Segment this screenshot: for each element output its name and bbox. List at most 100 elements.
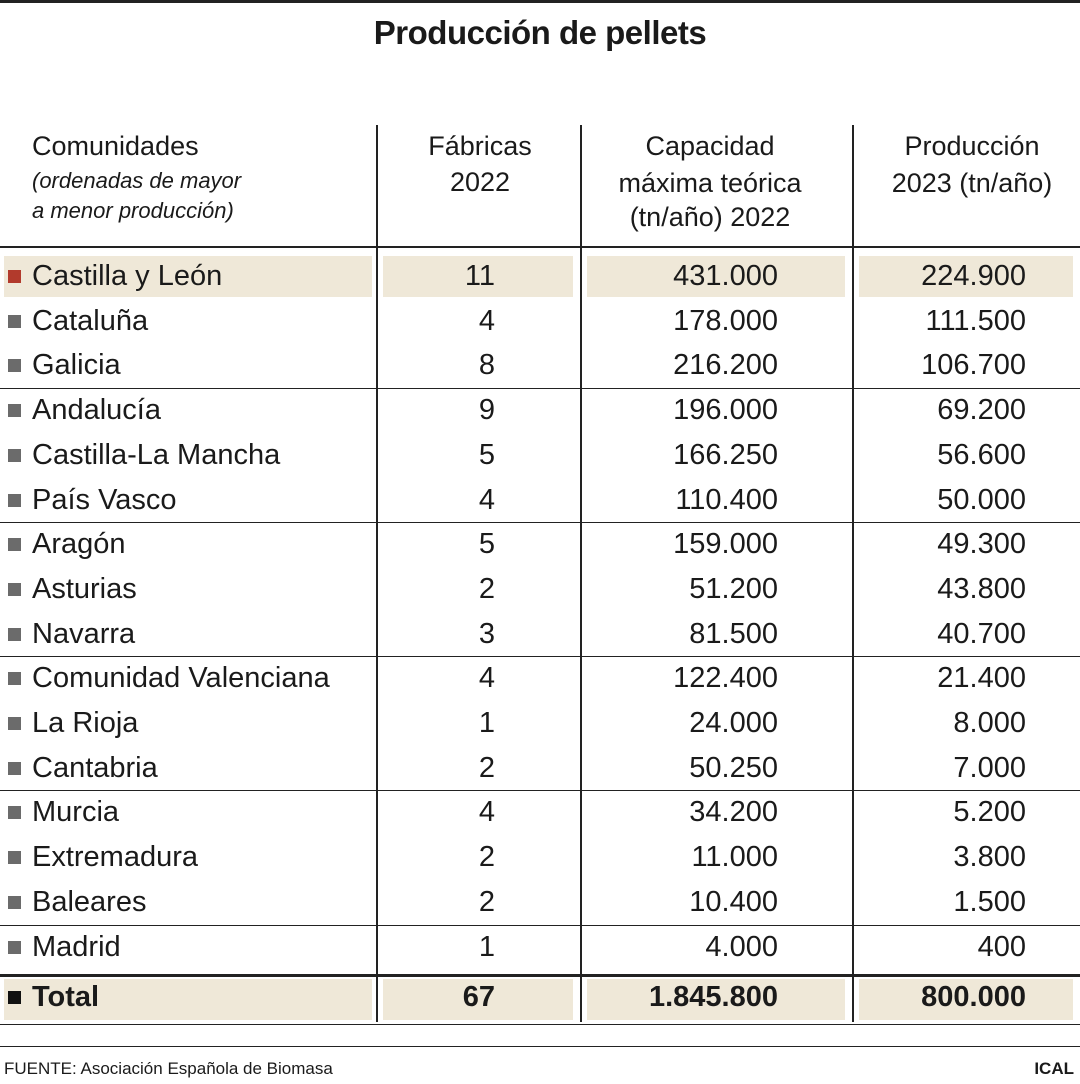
row-label: Total: [32, 981, 100, 1014]
cell-value: 67: [462, 981, 495, 1014]
cell-value: 106.700: [921, 349, 1026, 382]
cell-value: 2: [478, 841, 495, 874]
cell-value: 1.845.800: [648, 981, 778, 1014]
title: Producción de pellets: [373, 14, 707, 51]
column-rule: [376, 125, 378, 1022]
row-label: La Rioja: [32, 707, 139, 739]
row-marker: [8, 404, 21, 418]
row-label: Andalucía: [32, 394, 161, 427]
cell-value: 5.200: [953, 796, 1026, 829]
row-highlight: [587, 979, 845, 1020]
cell-value: 11.000: [691, 841, 778, 874]
cell-value: 1.500: [953, 885, 1026, 918]
cell-value: 4.000: [705, 930, 778, 963]
cell-value: 159.000: [673, 528, 778, 561]
row-label: Madrid: [32, 930, 121, 963]
row-highlight: [383, 979, 573, 1020]
row-marker: [8, 806, 21, 820]
column-header: Capacidad: [645, 131, 775, 161]
cell-value: 2: [478, 885, 495, 918]
cell-value: 2: [478, 572, 495, 605]
cell-value: 2: [478, 751, 495, 784]
cell-value: 81.500: [689, 617, 778, 650]
row-marker: [8, 761, 21, 775]
column-note: a menor producción): [32, 198, 234, 223]
row-marker: [8, 991, 21, 1005]
footer-rule: [0, 1046, 1080, 1047]
cell-value: 5: [478, 438, 495, 471]
cell-value: 10.400: [689, 885, 778, 918]
cell-value: 224.900: [921, 260, 1026, 292]
top-rule: [0, 0, 1080, 3]
cell-value: 4: [478, 796, 495, 829]
row-label: Castilla y León: [32, 260, 223, 292]
row-marker: [8, 895, 21, 909]
group-rule: [0, 656, 1080, 658]
row-label: Aragón: [32, 528, 126, 561]
column-note: (ordenadas de mayor: [32, 168, 242, 193]
cell-value: 800.000: [921, 981, 1026, 1014]
column-header: Fábricas: [428, 131, 532, 161]
cell-value: 21.400: [937, 662, 1026, 695]
row-label: Extremadura: [32, 841, 199, 874]
cell-value: 8.000: [953, 707, 1026, 739]
row-marker: [8, 717, 21, 730]
row-marker: [8, 851, 21, 865]
row-highlight: [859, 979, 1073, 1020]
cell-value: 4: [478, 483, 495, 516]
row-highlight: [383, 256, 573, 297]
cell-value: 7.000: [953, 751, 1026, 784]
bottom-rule: [0, 1023, 1080, 1025]
row-marker: [8, 359, 21, 373]
group-rule: [0, 522, 1080, 524]
group-rule: [0, 924, 1080, 926]
row-label: Castilla-La Mancha: [32, 438, 281, 471]
row-marker: [8, 582, 21, 596]
cell-value: 431.000: [673, 260, 778, 292]
cell-value: 178.000: [673, 304, 778, 337]
row-marker: [8, 314, 21, 328]
cell-value: 34.200: [689, 796, 778, 829]
cell-value: 56.600: [937, 438, 1026, 471]
total-rule: [0, 974, 1080, 978]
row-label: Murcia: [32, 796, 120, 829]
row-marker: [8, 448, 21, 462]
cell-value: 11: [464, 260, 495, 292]
cell-value: 400: [977, 930, 1026, 963]
row-label: Navarra: [32, 617, 136, 650]
cell-value: 24.000: [689, 707, 778, 739]
group-rule: [0, 388, 1080, 390]
row-highlight: [859, 256, 1073, 297]
cell-value: 110.400: [675, 483, 778, 516]
header-rule: [0, 246, 1080, 248]
column-rule: [580, 125, 582, 1022]
cell-value: 1: [478, 930, 495, 963]
cell-value: 9: [478, 394, 495, 427]
row-label: Comunidad Valenciana: [32, 662, 330, 695]
row-marker: [8, 538, 21, 552]
row-marker: [8, 627, 21, 641]
cell-value: 40.700: [937, 617, 1026, 650]
column-header: máxima teórica: [618, 168, 802, 198]
column-header: Producción: [904, 131, 1040, 161]
row-label: País Vasco: [32, 483, 177, 516]
row-marker: [8, 672, 21, 686]
row-highlight: [4, 256, 372, 297]
cell-value: 69.200: [937, 394, 1026, 427]
cell-value: 5: [478, 528, 495, 561]
row-marker: [8, 940, 21, 954]
cell-value: 50.000: [937, 483, 1026, 516]
column-header: Comunidades: [32, 131, 199, 161]
row-label: Baleares: [32, 885, 147, 918]
row-label: Cataluña: [32, 304, 149, 337]
row-label: Cantabria: [32, 751, 158, 784]
cell-value: 4: [478, 304, 495, 337]
row-marker: [8, 270, 21, 283]
column-header: 2022: [449, 167, 511, 197]
cell-value: 216.200: [673, 349, 778, 382]
cell-value: 51.200: [689, 572, 778, 605]
cell-value: 49.300: [937, 528, 1026, 561]
cell-value: 1: [478, 707, 495, 739]
cell-value: 196.000: [673, 394, 778, 427]
